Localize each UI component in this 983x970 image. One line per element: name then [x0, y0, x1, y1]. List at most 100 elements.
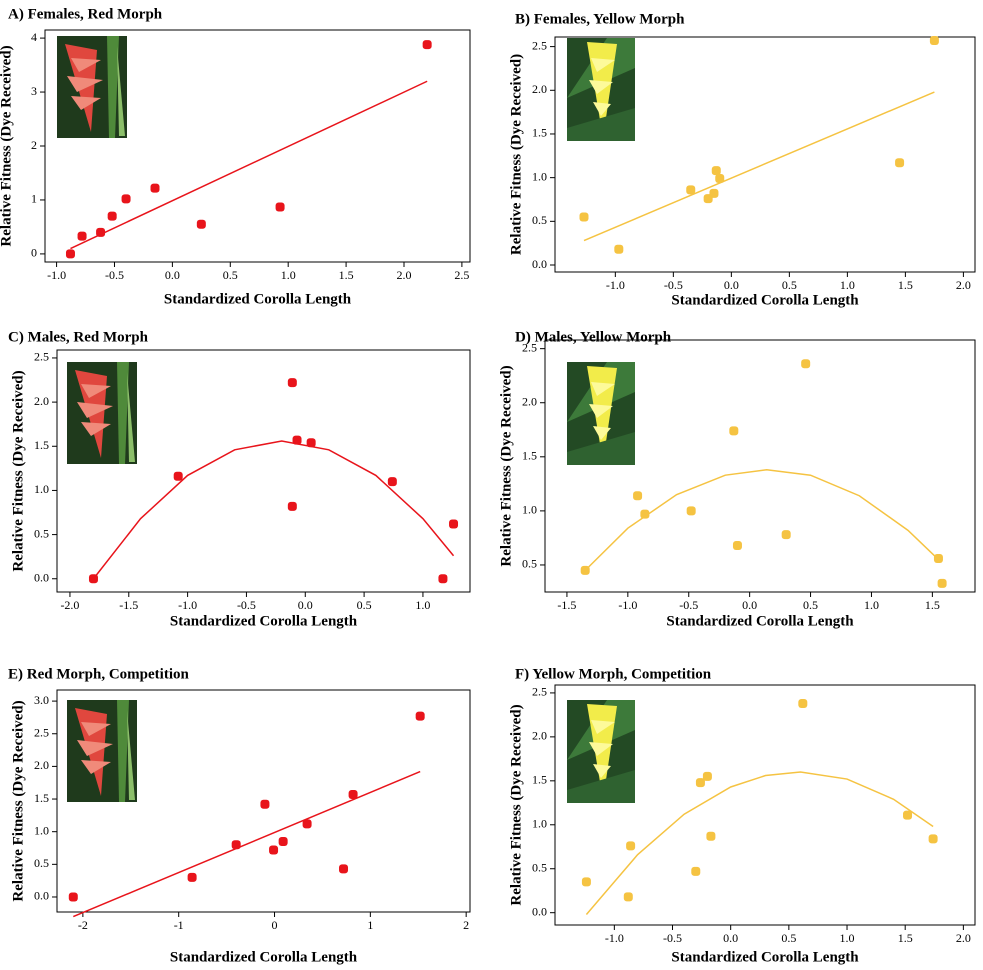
- x-tick-label: 1.0: [415, 598, 430, 612]
- y-tick-label: 2.0: [34, 758, 49, 772]
- data-point: [581, 877, 591, 887]
- fit-line: [583, 91, 935, 242]
- y-tick-label: 2.0: [522, 394, 537, 408]
- x-tick-label: -2: [78, 918, 88, 932]
- y-tick-label: 0: [31, 246, 37, 260]
- x-tick-label: -1.0: [618, 598, 637, 612]
- x-tick-label: -0.5: [679, 598, 698, 612]
- x-axis-label: Standardized Corolla Length: [671, 949, 859, 965]
- x-tick-label: -1: [174, 918, 184, 932]
- data-point: [715, 174, 725, 184]
- data-point: [709, 188, 719, 198]
- panel-title: A) Females, Red Morph: [8, 6, 163, 22]
- data-point: [695, 778, 705, 788]
- data-point: [68, 892, 78, 902]
- data-point: [96, 227, 106, 237]
- x-tick-label: 2.0: [956, 278, 971, 292]
- data-point: [729, 426, 739, 436]
- data-point: [260, 799, 270, 809]
- y-tick-label: 0.5: [522, 557, 537, 571]
- data-point: [640, 509, 650, 519]
- data-point: [88, 574, 98, 584]
- data-point: [801, 359, 811, 369]
- data-point: [150, 183, 160, 193]
- y-tick-label: 1.5: [34, 438, 49, 452]
- x-tick-label: -1.0: [606, 278, 625, 292]
- flower-photo: [57, 36, 127, 138]
- y-tick-label: 2.0: [532, 729, 547, 743]
- x-tick-label: 1.5: [339, 268, 354, 282]
- data-point: [686, 506, 696, 516]
- data-point: [121, 194, 131, 204]
- y-tick-label: 2.0: [532, 82, 547, 96]
- x-tick-label: 0.5: [781, 931, 796, 945]
- data-point: [422, 40, 432, 50]
- flower-photo: [567, 38, 635, 141]
- x-axis-label: Standardized Corolla Length: [671, 292, 859, 308]
- y-tick-label: 0.5: [532, 860, 547, 874]
- x-tick-label: 2: [463, 918, 469, 932]
- x-tick-label: -0.5: [105, 268, 124, 282]
- y-tick-label: 1.0: [522, 503, 537, 517]
- x-tick-label: -0.5: [664, 278, 683, 292]
- x-tick-label: 0.0: [298, 598, 313, 612]
- y-tick-label: 2.5: [532, 38, 547, 52]
- flower-photo: [67, 700, 137, 802]
- data-point: [702, 771, 712, 781]
- data-point: [306, 438, 316, 448]
- data-point: [302, 819, 312, 829]
- data-point: [937, 578, 947, 588]
- fit-line: [585, 771, 934, 915]
- x-tick-label: 1.5: [898, 278, 913, 292]
- data-point: [711, 166, 721, 176]
- data-point: [580, 565, 590, 575]
- x-tick-label: 0.0: [165, 268, 180, 282]
- plot-frame: [56, 689, 471, 913]
- data-point: [415, 711, 425, 721]
- x-axis-label: Standardized Corolla Length: [170, 613, 358, 629]
- fit-line: [92, 440, 455, 580]
- data-point: [928, 834, 938, 844]
- panel-title: B) Females, Yellow Morph: [515, 11, 685, 27]
- data-point: [798, 698, 808, 708]
- x-axis-label: Standardized Corolla Length: [164, 291, 352, 307]
- data-point: [348, 789, 358, 799]
- y-tick-label: 1.5: [522, 449, 537, 463]
- data-point: [633, 491, 643, 501]
- y-tick-label: 0.0: [532, 257, 547, 271]
- x-tick-label: 2.5: [454, 268, 469, 282]
- y-tick-label: 3.0: [34, 693, 49, 707]
- data-point: [275, 202, 285, 212]
- y-axis-label: Relative Fitness (Dye Received): [508, 704, 524, 905]
- panel-title: D) Males, Yellow Morph: [515, 329, 672, 345]
- y-tick-label: 0.0: [532, 904, 547, 918]
- y-tick-label: 1.5: [532, 126, 547, 140]
- data-point: [903, 810, 913, 820]
- flower-photo: [67, 362, 137, 464]
- data-point: [231, 840, 241, 850]
- y-axis-label: Relative Fitness (Dye Received): [10, 370, 26, 571]
- data-point: [614, 244, 624, 254]
- y-tick-label: 0.5: [34, 526, 49, 540]
- data-point: [706, 831, 716, 841]
- x-tick-label: 1.5: [925, 598, 940, 612]
- x-tick-label: -2.0: [60, 598, 79, 612]
- x-tick-label: -1.0: [47, 268, 66, 282]
- data-point: [579, 212, 589, 222]
- plot-frame: [554, 684, 976, 926]
- y-tick-label: 1.0: [34, 482, 49, 496]
- y-axis-label: Relative Fitness (Dye Received): [0, 45, 14, 246]
- y-axis-label: Relative Fitness (Dye Received): [10, 700, 26, 901]
- x-tick-label: 1.0: [840, 931, 855, 945]
- y-axis-label: Relative Fitness (Dye Received): [508, 54, 524, 255]
- data-point: [732, 540, 742, 550]
- x-tick-label: 0: [272, 918, 278, 932]
- x-tick-label: 1: [367, 918, 373, 932]
- y-tick-label: 2: [31, 138, 37, 152]
- data-point: [623, 892, 633, 902]
- y-tick-label: 1.5: [34, 791, 49, 805]
- x-tick-label: 0.5: [803, 598, 818, 612]
- data-point: [278, 836, 288, 846]
- y-tick-label: 1.0: [532, 817, 547, 831]
